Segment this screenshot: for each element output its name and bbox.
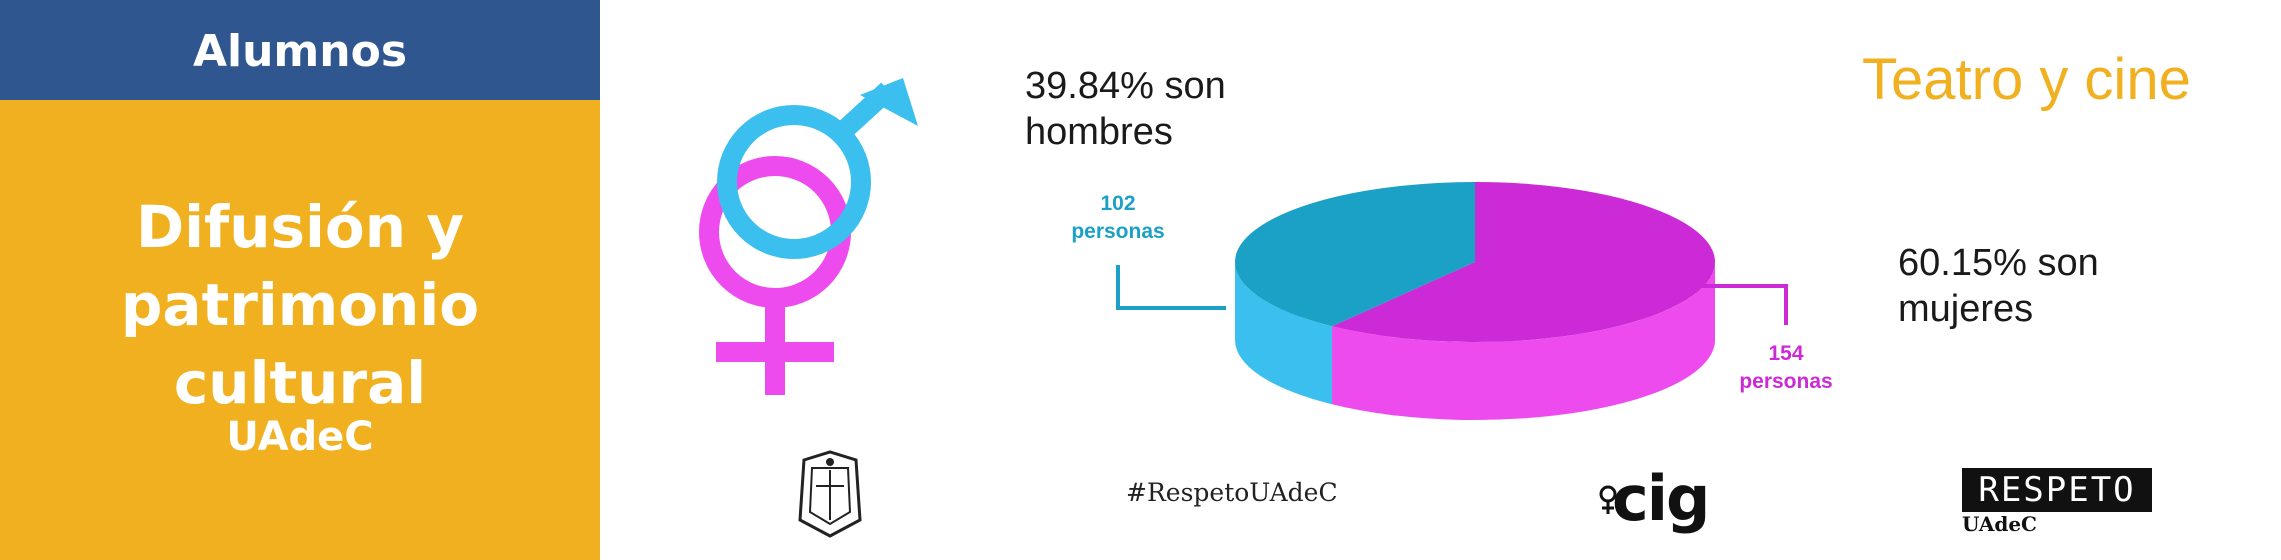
respeto-logo: RESPETO (1962, 468, 2152, 512)
pie-side-men (1235, 262, 1333, 405)
pie-side-women (1332, 262, 1715, 420)
hashtag-text: #RespetoUAdeC (1126, 478, 1338, 507)
left-header: Alumnos (0, 0, 600, 100)
left-subtitle: UAdeC (226, 414, 374, 460)
women-leader-line (1698, 284, 1788, 325)
women-unit-label: personas (1739, 370, 1832, 393)
pie-slice-women (1332, 182, 1716, 342)
men-unit-label: personas (1071, 220, 1164, 243)
men-count-label: 102 (1100, 192, 1135, 215)
cig-logo: cig (1612, 462, 1710, 535)
men-percentage-text: 39.84% son hombres (1025, 65, 1226, 153)
pie-chart (1235, 182, 1716, 420)
women-count-label: 154 (1768, 342, 1803, 365)
university-seal-logo (798, 450, 862, 538)
women-percentage-text: 60.15% son mujeres (1898, 242, 2099, 330)
section-title: Teatro y cine (1862, 47, 2191, 112)
respeto-logo-subtitle: UAdeC (1962, 512, 2037, 536)
left-title: Difusión y patrimonio cultural (120, 193, 480, 417)
cig-person-icon (1599, 485, 1617, 514)
pie-slice-men (1235, 182, 1475, 327)
gender-symbol-icon (699, 78, 918, 395)
men-leader-line (1116, 265, 1226, 310)
